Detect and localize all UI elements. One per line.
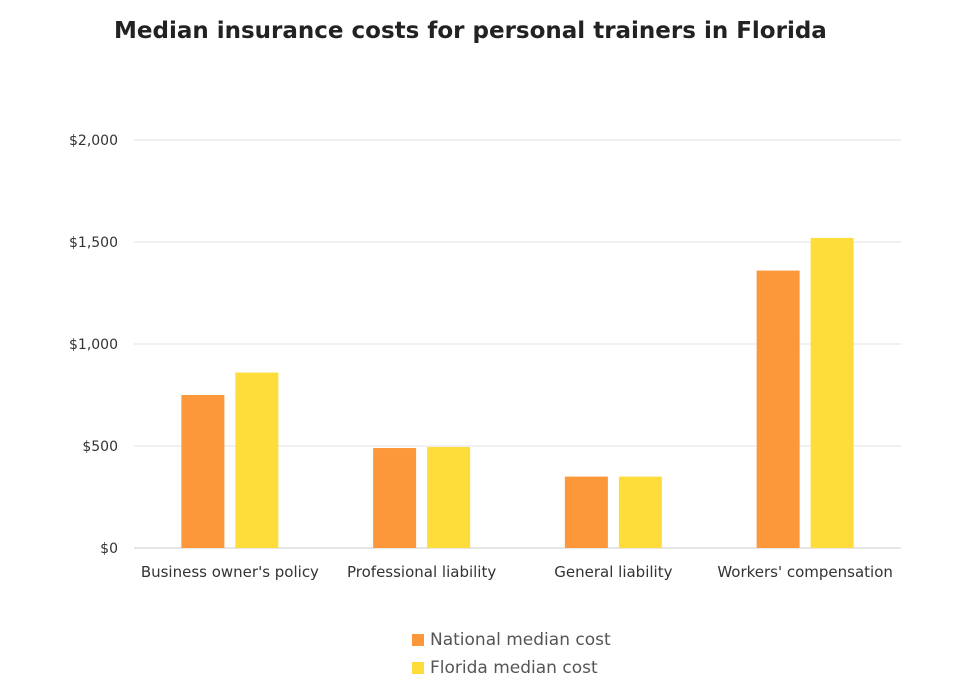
legend: National median cost Florida median cost [412,626,611,682]
x-tick-label-2: General liability [554,563,672,581]
legend-label-florida: Florida median cost [430,658,598,678]
bar-florida-3 [810,237,854,549]
x-tick-label-1: Professional liability [347,563,496,581]
legend-label-national: National median cost [430,630,611,650]
legend-item-florida[interactable]: Florida median cost [412,654,611,682]
x-tick-label-3: Workers' compensation [717,563,893,581]
bar-national-2 [564,476,608,548]
y-tick-label-4: $2,000 [69,133,118,149]
bar-florida-0 [235,372,279,548]
legend-item-national[interactable]: National median cost [412,626,611,654]
bar-national-1 [373,448,417,548]
bar-national-3 [756,270,800,548]
legend-swatch-national [412,634,424,646]
bar-florida-1 [427,447,471,548]
y-tick-label-3: $1,500 [69,235,118,251]
y-tick-label-2: $1,000 [69,337,118,353]
chart-title: Median insurance costs for personal trai… [114,18,827,44]
y-tick-label-1: $500 [82,439,118,455]
bar-national-0 [181,395,225,548]
bar-florida-2 [618,476,662,548]
x-tick-label-0: Business owner's policy [141,563,319,581]
y-tick-label-0: $0 [100,541,118,557]
legend-swatch-florida [412,662,424,674]
